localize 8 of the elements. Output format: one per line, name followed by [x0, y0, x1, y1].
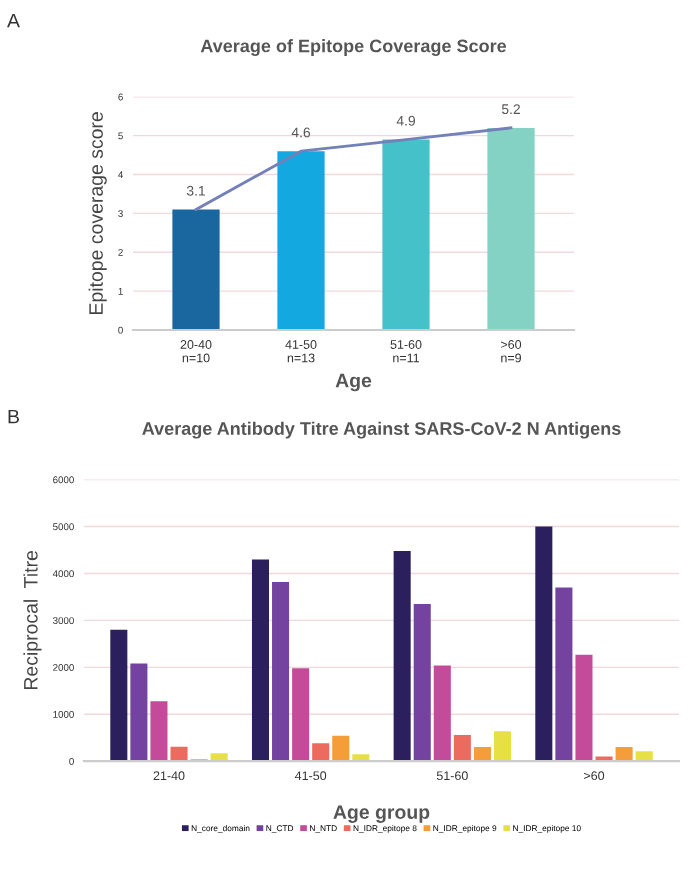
text: A [7, 13, 20, 28]
chart-title: Average Antibody Titre Against SARS-CoV-2 N Antigens [142, 421, 621, 439]
chart-title: Average of Epitope Coverage Score [200, 39, 507, 56]
x-axis-title: Age [335, 373, 372, 392]
text: B [8, 409, 19, 424]
x-axis-title: Age group [333, 805, 430, 823]
y-axis-title: Reciprocal Titre [23, 551, 42, 690]
y-axis-title: Epitope coverage score [88, 112, 107, 314]
